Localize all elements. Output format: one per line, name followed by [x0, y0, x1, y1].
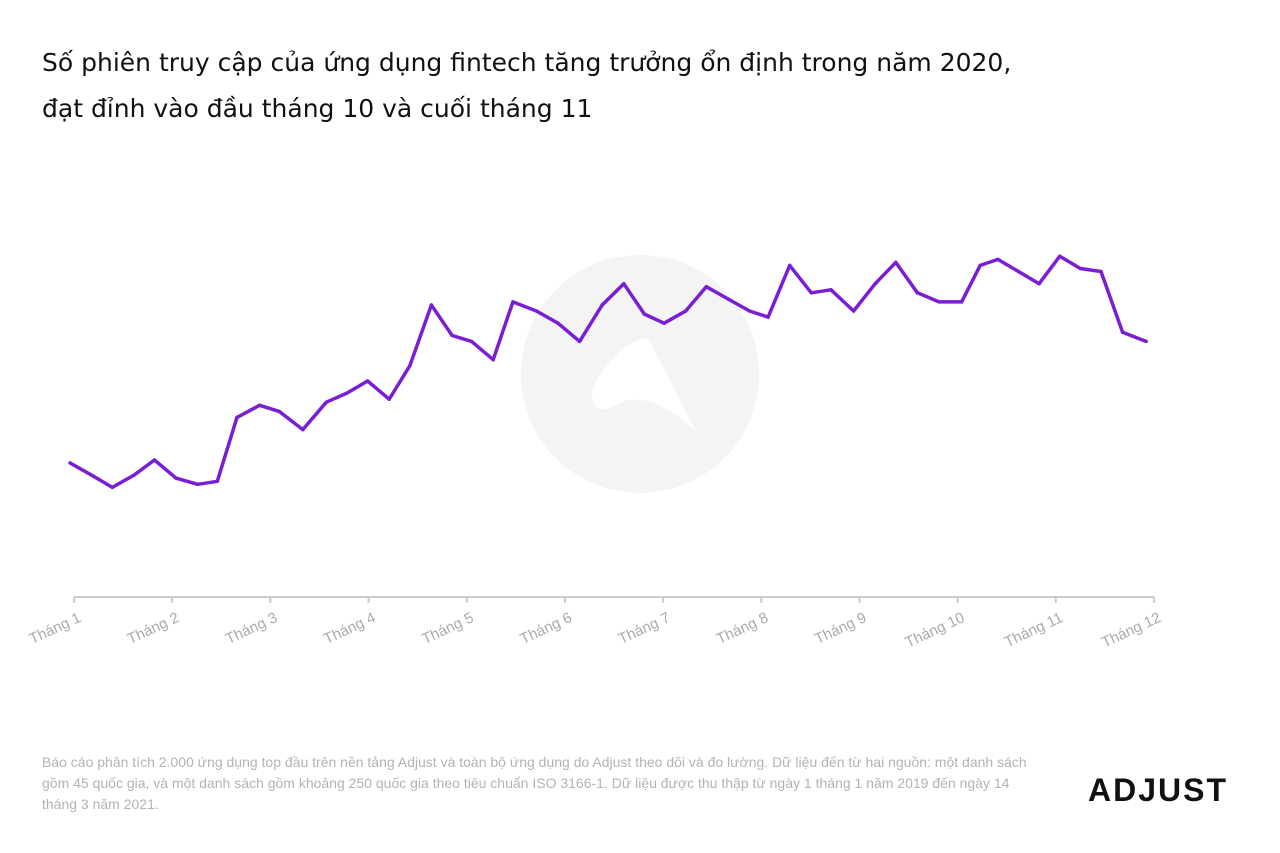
data-point	[766, 315, 770, 319]
data-point	[324, 400, 329, 404]
chart-title-line-2: đạt đỉnh vào đầu tháng 10 và cuối tháng …	[42, 94, 593, 123]
x-tick-label: Tháng 2	[125, 609, 182, 648]
data-point	[1037, 281, 1041, 286]
data-point	[787, 263, 792, 268]
data-point	[642, 312, 647, 316]
data-point	[257, 403, 262, 408]
footnote: Báo cáo phân tích 2.000 ứng dụng top đầu…	[42, 754, 1027, 812]
data-point	[387, 397, 391, 401]
x-tick-label: Tháng 5	[419, 609, 476, 648]
data-point	[345, 391, 349, 395]
adjust-logo: ADJUST	[1088, 772, 1228, 808]
data-point	[1099, 269, 1103, 274]
data-point	[534, 309, 539, 313]
data-point	[1078, 266, 1083, 271]
x-tick-label: Tháng 3	[223, 609, 280, 648]
x-axis: Tháng 1 Tháng 2 Tháng 3 Tháng 4 Tháng 5 Tháng…	[27, 596, 1164, 651]
data-point	[469, 339, 474, 344]
data-point	[511, 300, 515, 304]
data-point	[89, 473, 94, 477]
chart-title: Số phiên truy cập của ứng dụng fintech t…	[42, 40, 1222, 132]
data-point	[978, 263, 982, 268]
data-point	[809, 291, 814, 295]
data-point	[215, 479, 220, 484]
data-point	[622, 281, 626, 286]
data-point	[683, 309, 688, 313]
data-point	[556, 321, 560, 325]
data-point	[873, 281, 877, 286]
data-point	[1120, 330, 1125, 335]
x-tick-label: Tháng 1	[27, 609, 84, 648]
data-point	[365, 379, 370, 383]
data-point	[132, 473, 136, 477]
data-point	[577, 339, 582, 344]
x-tick-label: Tháng 8	[714, 609, 771, 648]
data-point	[408, 364, 412, 368]
data-point	[726, 297, 730, 301]
data-point	[174, 476, 178, 480]
data-point	[894, 260, 898, 265]
chart-title-line-1: Số phiên truy cập của ứng dụng fintech t…	[42, 48, 1012, 77]
data-point	[301, 427, 305, 432]
data-point	[704, 284, 709, 289]
data-point	[450, 333, 454, 338]
adjust-watermark-icon	[521, 255, 759, 493]
data-point	[235, 415, 239, 420]
data-point	[996, 257, 1000, 262]
data-point	[110, 485, 115, 490]
data-point	[747, 309, 752, 313]
data-point	[1057, 254, 1062, 259]
data-point	[851, 309, 856, 313]
series-line	[68, 254, 1148, 490]
data-point	[277, 409, 281, 414]
data-point	[1016, 269, 1021, 274]
adjust-logo-text: ADJUST	[1088, 772, 1228, 808]
data-point	[915, 291, 920, 295]
x-tick-label: Tháng 11	[1002, 609, 1066, 651]
data-point	[662, 321, 666, 325]
x-tick-label: Tháng 7	[616, 609, 673, 648]
data-point	[829, 288, 833, 292]
data-point	[959, 300, 964, 304]
data-point	[1144, 339, 1148, 344]
data-point	[937, 300, 941, 304]
x-tick-label: Tháng 10	[903, 609, 968, 651]
x-tick-label: Tháng 12	[1099, 609, 1164, 651]
data-point	[600, 303, 604, 307]
data-point	[429, 303, 434, 307]
data-point	[195, 482, 200, 487]
line-chart: Tháng 1 Tháng 2 Tháng 3 Tháng 4 Tháng 5 Tháng…	[27, 254, 1164, 651]
data-point	[491, 357, 495, 362]
data-point	[68, 461, 72, 465]
data-point	[152, 458, 157, 462]
x-tick-label: Tháng 6	[518, 609, 575, 648]
series-layer	[68, 254, 1148, 490]
x-tick-label: Tháng 9	[812, 609, 869, 648]
x-tick-label: Tháng 4	[321, 609, 378, 648]
